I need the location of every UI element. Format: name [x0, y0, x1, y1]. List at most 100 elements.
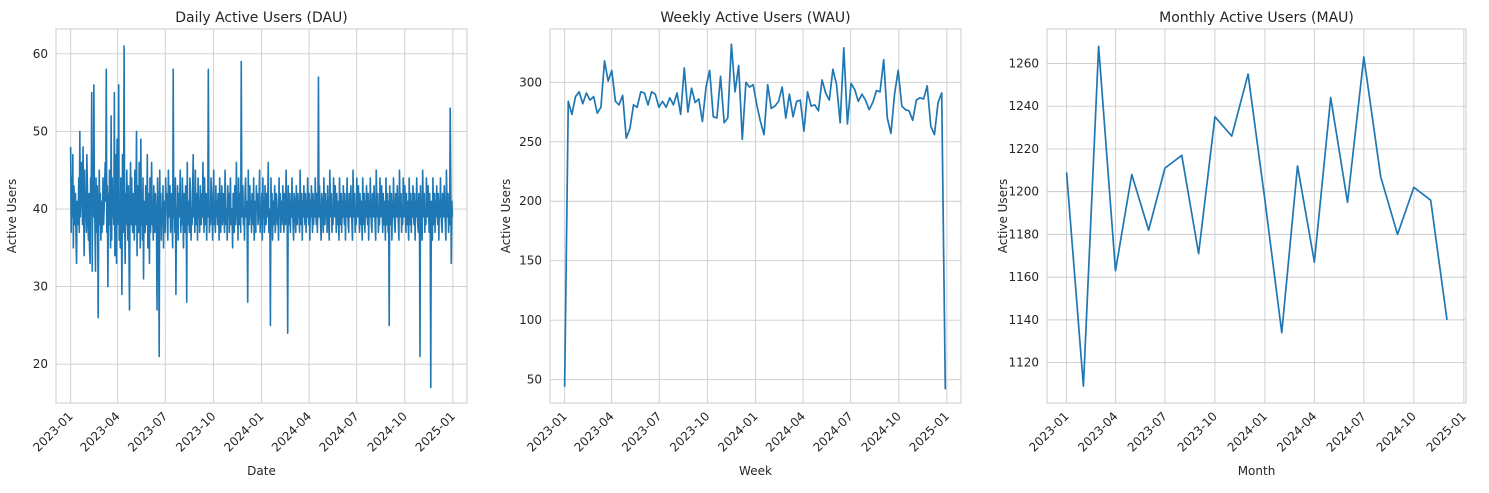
- data-point: [796, 100, 798, 102]
- data-point: [260, 224, 262, 226]
- data-point: [191, 208, 193, 210]
- data-point: [825, 92, 827, 94]
- data-point: [188, 231, 190, 233]
- data-point: [287, 332, 289, 334]
- data-point: [290, 200, 292, 202]
- data-point: [229, 177, 231, 179]
- data-point: [115, 208, 117, 210]
- data-point: [405, 193, 407, 195]
- data-point: [157, 200, 159, 202]
- data-point: [167, 169, 169, 171]
- data-point: [148, 262, 150, 264]
- data-point: [186, 161, 188, 163]
- data-point: [232, 193, 234, 195]
- data-point: [142, 177, 144, 179]
- data-point: [186, 301, 188, 303]
- data-point: [1397, 233, 1399, 235]
- data-point: [279, 216, 281, 218]
- data-point: [171, 193, 173, 195]
- data-point: [596, 112, 598, 114]
- data-point: [161, 208, 163, 210]
- y-tick-label: 1220: [1008, 142, 1039, 156]
- data-point: [234, 208, 236, 210]
- data-point: [105, 200, 107, 202]
- x-tick-label: 2023-04: [77, 409, 122, 454]
- data-point: [350, 208, 352, 210]
- data-point: [694, 102, 696, 104]
- data-point: [243, 239, 245, 241]
- data-point: [316, 231, 318, 233]
- data-point: [680, 113, 682, 115]
- data-point: [144, 216, 146, 218]
- data-point: [408, 239, 410, 241]
- data-point: [244, 193, 246, 195]
- data-point: [448, 231, 450, 233]
- data-point: [923, 98, 925, 100]
- y-tick-label: 50: [33, 124, 48, 138]
- data-point: [217, 224, 219, 226]
- data-point: [691, 87, 693, 89]
- data-point: [112, 200, 114, 202]
- data-point: [223, 216, 225, 218]
- data-point: [857, 100, 859, 102]
- data-point: [320, 224, 322, 226]
- data-point: [604, 60, 606, 62]
- data-point: [246, 231, 248, 233]
- data-point: [227, 185, 229, 187]
- data-point: [424, 208, 426, 210]
- data-point: [308, 193, 310, 195]
- data-point: [327, 185, 329, 187]
- data-point: [904, 109, 906, 111]
- data-point: [369, 216, 371, 218]
- series-line: [563, 43, 947, 390]
- data-point: [417, 224, 419, 226]
- y-tick-label: 1160: [1008, 270, 1039, 284]
- data-point: [357, 216, 359, 218]
- data-point: [310, 185, 312, 187]
- data-point: [424, 231, 426, 233]
- data-point: [133, 208, 135, 210]
- data-point: [400, 216, 402, 218]
- data-point: [235, 224, 237, 226]
- data-point: [262, 177, 264, 179]
- data-point: [861, 93, 863, 95]
- data-point: [75, 193, 77, 195]
- data-point: [285, 169, 287, 171]
- data-point: [243, 208, 245, 210]
- data-point: [403, 200, 405, 202]
- data-point: [759, 121, 761, 123]
- data-point: [330, 193, 332, 195]
- data-point: [211, 216, 213, 218]
- data-point: [427, 216, 429, 218]
- x-axis-label: Month: [1238, 464, 1276, 478]
- data-point: [300, 224, 302, 226]
- data-point: [393, 208, 395, 210]
- data-point: [402, 177, 404, 179]
- data-point: [107, 193, 109, 195]
- data-point: [387, 193, 389, 195]
- data-point: [371, 231, 373, 233]
- y-axis-label: Active Users: [499, 179, 513, 254]
- data-point: [163, 247, 165, 249]
- data-point: [140, 224, 142, 226]
- data-point: [227, 216, 229, 218]
- data-point: [128, 309, 130, 311]
- data-point: [204, 208, 206, 210]
- data-point: [195, 224, 197, 226]
- data-point: [383, 200, 385, 202]
- data-point: [224, 231, 226, 233]
- data-point: [198, 216, 200, 218]
- data-point: [611, 69, 613, 71]
- data-point: [317, 76, 319, 78]
- data-point: [385, 177, 387, 179]
- data-point: [256, 193, 258, 195]
- data-point: [385, 208, 387, 210]
- data-point: [687, 111, 689, 113]
- data-point: [391, 239, 393, 241]
- data-point: [618, 104, 620, 106]
- data-point: [73, 200, 75, 202]
- data-point: [854, 88, 856, 90]
- data-point: [90, 177, 92, 179]
- data-point: [378, 208, 380, 210]
- data-point: [336, 193, 338, 195]
